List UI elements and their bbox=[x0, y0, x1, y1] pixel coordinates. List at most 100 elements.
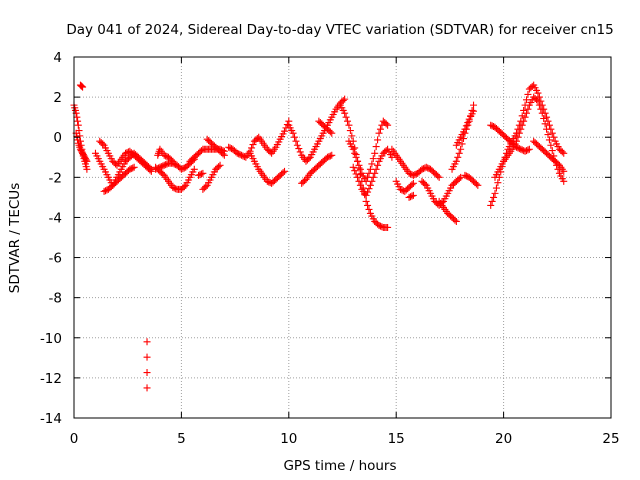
y-tick-label: -12 bbox=[40, 371, 62, 387]
y-tick-label: -6 bbox=[49, 251, 62, 267]
data-point bbox=[362, 197, 370, 205]
data-point bbox=[524, 146, 532, 154]
data-point bbox=[371, 149, 379, 157]
data-point bbox=[421, 180, 429, 188]
x-tick-label: 20 bbox=[495, 431, 512, 447]
data-point bbox=[143, 338, 151, 346]
data-point bbox=[538, 109, 546, 117]
data-point bbox=[560, 149, 568, 157]
data-point bbox=[364, 201, 372, 209]
data-point bbox=[458, 140, 466, 148]
data-point bbox=[490, 193, 498, 201]
data-point bbox=[342, 113, 350, 121]
data-point bbox=[409, 191, 417, 199]
data-point bbox=[535, 101, 543, 109]
data-point bbox=[534, 89, 542, 97]
y-tick-label: -4 bbox=[49, 210, 62, 226]
data-point bbox=[328, 129, 336, 137]
data-point bbox=[435, 173, 443, 181]
data-point bbox=[354, 157, 362, 165]
data-point bbox=[525, 145, 533, 153]
data-point bbox=[292, 137, 300, 145]
data-point bbox=[180, 183, 188, 191]
data-point bbox=[296, 148, 304, 156]
data-point bbox=[521, 113, 529, 121]
series-segment-l bbox=[203, 135, 228, 159]
data-point bbox=[291, 133, 299, 141]
data-point bbox=[409, 179, 417, 187]
data-point bbox=[293, 141, 301, 149]
data-point bbox=[462, 122, 470, 130]
grid bbox=[74, 57, 611, 418]
series-segment-p bbox=[285, 95, 349, 165]
y-tick-label: -14 bbox=[40, 411, 62, 427]
plot-frame bbox=[73, 56, 612, 419]
x-tick-label: 10 bbox=[280, 431, 297, 447]
series-segment-ah bbox=[143, 338, 151, 392]
x-tick-label: 5 bbox=[177, 431, 186, 447]
series-segment-w bbox=[392, 177, 417, 195]
data-point bbox=[372, 165, 380, 173]
data-point bbox=[520, 117, 528, 125]
series-segment-ag bbox=[530, 137, 568, 175]
data-point bbox=[82, 156, 90, 164]
data-point bbox=[354, 173, 362, 181]
data-point bbox=[540, 115, 548, 123]
data-point bbox=[355, 177, 363, 185]
data-point bbox=[368, 160, 376, 168]
data-point bbox=[374, 161, 382, 169]
data-point bbox=[167, 156, 175, 164]
data-point bbox=[143, 384, 151, 392]
data-point bbox=[548, 129, 556, 137]
data-point bbox=[349, 163, 357, 171]
data-point bbox=[143, 353, 151, 361]
data-point bbox=[517, 125, 525, 133]
data-point bbox=[464, 119, 472, 127]
data-point bbox=[518, 121, 526, 129]
data-point bbox=[169, 157, 177, 165]
data-point bbox=[384, 223, 392, 231]
data-point bbox=[348, 132, 356, 140]
data-point bbox=[474, 181, 482, 189]
y-tick-label: 4 bbox=[53, 50, 62, 66]
data-point bbox=[143, 369, 151, 377]
data-point bbox=[215, 163, 223, 171]
data-point bbox=[202, 183, 210, 191]
data-point bbox=[344, 117, 352, 125]
series-segment-f bbox=[100, 163, 138, 195]
data-point bbox=[371, 169, 379, 177]
scatter-points bbox=[70, 81, 568, 392]
y-tick-label: 2 bbox=[53, 90, 62, 106]
y-tick-label: -8 bbox=[49, 291, 62, 307]
data-point bbox=[249, 141, 257, 149]
x-axis-title: GPS time / hours bbox=[283, 458, 396, 474]
series-segment-z bbox=[435, 197, 460, 225]
data-point bbox=[326, 128, 334, 136]
data-point bbox=[199, 169, 207, 177]
data-point bbox=[99, 140, 107, 148]
data-point bbox=[524, 105, 532, 113]
data-point bbox=[130, 163, 138, 171]
data-point bbox=[491, 189, 499, 197]
data-point bbox=[376, 125, 384, 133]
data-point bbox=[545, 121, 553, 129]
data-point bbox=[494, 179, 502, 187]
data-point bbox=[305, 155, 313, 163]
data-point bbox=[451, 216, 459, 224]
data-point bbox=[83, 157, 91, 165]
series-segment-q bbox=[298, 151, 336, 187]
data-point bbox=[74, 117, 82, 125]
axis-ticks: 0 5 10 15 20 25 -14 -12 -10 -8 -6 -4 -2 0 2 4 bbox=[40, 50, 620, 447]
data-point bbox=[79, 83, 87, 91]
data-point bbox=[457, 173, 465, 181]
series-segment-b bbox=[72, 129, 91, 165]
data-point bbox=[197, 170, 205, 178]
data-point bbox=[77, 82, 85, 90]
data-point bbox=[351, 167, 359, 175]
data-point bbox=[537, 105, 545, 113]
data-point bbox=[558, 148, 566, 156]
data-point bbox=[352, 153, 360, 161]
data-point bbox=[543, 125, 551, 133]
data-point bbox=[366, 181, 374, 189]
data-point bbox=[455, 149, 463, 157]
